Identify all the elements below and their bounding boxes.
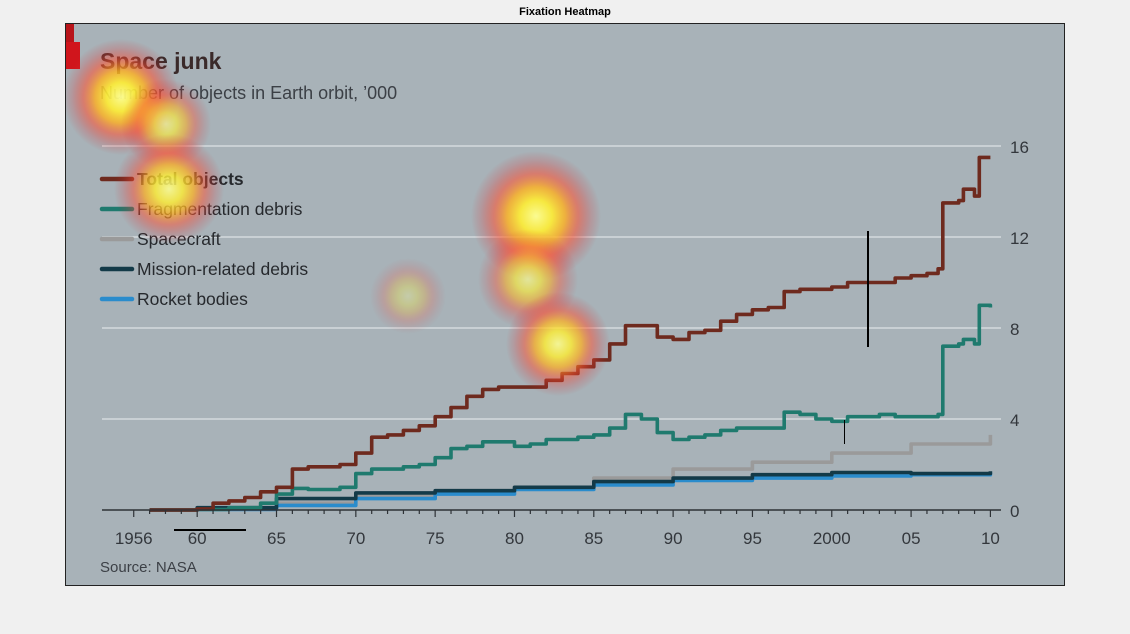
x-axis: 1956 60 65 70 75 80 85 90 95 2000 05 10 xyxy=(102,509,1001,548)
heat-spot xyxy=(506,292,610,396)
x-tick-label: 2000 xyxy=(813,529,851,548)
figure-title: Fixation Heatmap xyxy=(519,6,611,18)
series-line-total-objects xyxy=(149,155,991,512)
x-tick-label: 10 xyxy=(981,529,1000,548)
y-axis: 0 4 8 12 16 xyxy=(1010,138,1029,521)
legend-label: Mission-related debris xyxy=(137,259,308,279)
x-tick-label: 60 xyxy=(188,529,207,548)
x-tick-label: 70 xyxy=(346,529,365,548)
y-tick-label: 4 xyxy=(1010,411,1019,430)
y-tick-label: 12 xyxy=(1010,229,1029,248)
x-tick-label: 05 xyxy=(902,529,921,548)
x-tick-label: 80 xyxy=(505,529,524,548)
legend-label: Rocket bodies xyxy=(137,289,248,309)
x-tick-label: 95 xyxy=(743,529,762,548)
fixation-heatmap xyxy=(66,39,610,396)
y-tick-label: 0 xyxy=(1010,502,1019,521)
fixation-marker xyxy=(174,529,246,531)
x-tick-label: 90 xyxy=(664,529,683,548)
series-line-fragmentation-debris xyxy=(149,303,993,512)
x-tick-label: 65 xyxy=(267,529,286,548)
fixation-marker xyxy=(867,231,869,347)
x-tick-label: 1956 xyxy=(115,529,153,548)
y-tick-label: 16 xyxy=(1010,138,1029,157)
y-tick-label: 8 xyxy=(1010,320,1019,339)
fixation-marker xyxy=(844,420,845,444)
heat-spot xyxy=(114,134,224,244)
x-tick-label: 85 xyxy=(584,529,603,548)
x-tick-label: 75 xyxy=(426,529,445,548)
heat-spot xyxy=(370,258,446,334)
brand-mark xyxy=(66,24,74,42)
series-lines xyxy=(149,155,993,512)
chart-source: Source: NASA xyxy=(100,559,197,576)
